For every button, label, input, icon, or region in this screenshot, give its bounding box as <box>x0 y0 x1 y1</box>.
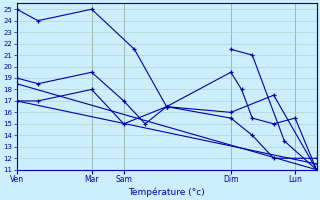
X-axis label: Température (°c): Température (°c) <box>128 187 205 197</box>
